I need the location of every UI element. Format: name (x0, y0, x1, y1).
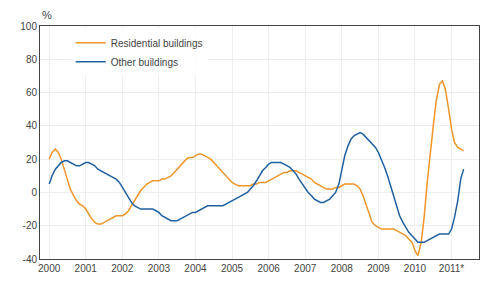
svg-text:40: 40 (26, 120, 38, 131)
svg-text:2009: 2009 (367, 263, 390, 274)
svg-text:Residential buildings: Residential buildings (111, 38, 203, 49)
svg-text:%: % (42, 9, 52, 21)
svg-text:20: 20 (26, 154, 38, 165)
svg-text:2011*: 2011* (439, 263, 465, 274)
svg-text:0: 0 (31, 187, 37, 198)
svg-text:100: 100 (20, 21, 37, 32)
svg-text:2008: 2008 (331, 263, 354, 274)
svg-text:2006: 2006 (258, 263, 281, 274)
svg-text:2001: 2001 (75, 263, 98, 274)
svg-text:2007: 2007 (294, 263, 317, 274)
svg-text:2010: 2010 (404, 263, 427, 274)
svg-text:-40: -40 (23, 254, 38, 265)
svg-text:-20: -20 (23, 220, 38, 231)
svg-text:2004: 2004 (184, 263, 207, 274)
svg-text:60: 60 (26, 87, 38, 98)
svg-text:2005: 2005 (221, 263, 244, 274)
svg-text:Other buildings: Other buildings (111, 57, 178, 68)
svg-text:2003: 2003 (148, 263, 171, 274)
svg-text:2000: 2000 (38, 263, 61, 274)
svg-text:2002: 2002 (111, 263, 134, 274)
svg-text:80: 80 (26, 54, 38, 65)
